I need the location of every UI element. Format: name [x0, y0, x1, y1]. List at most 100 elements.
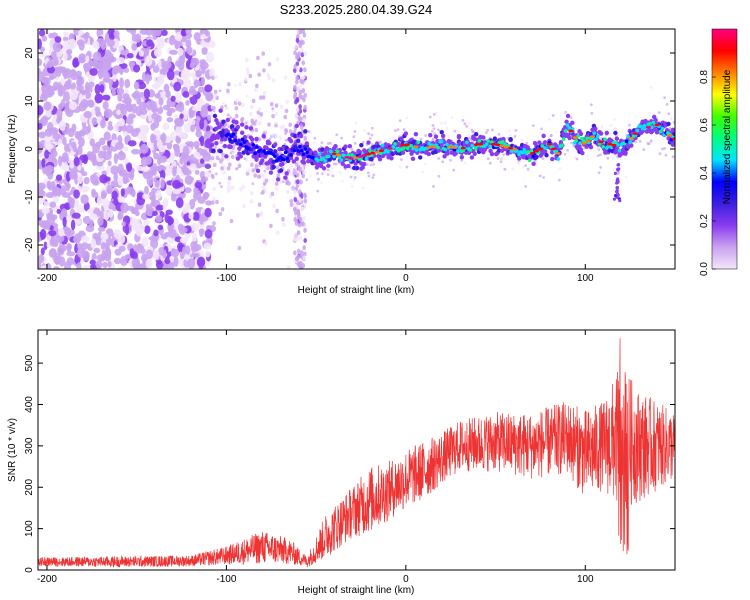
heatmap-cell — [251, 168, 255, 173]
heatmap-cell — [421, 170, 425, 174]
heatmap-cell — [293, 64, 298, 70]
heatmap-cell — [241, 102, 245, 108]
heatmap-cell — [190, 124, 196, 133]
heatmap-cell — [254, 127, 259, 133]
heatmap-cell — [320, 141, 324, 145]
heatmap-cell — [200, 76, 205, 86]
heatmap-cell — [307, 163, 311, 167]
heatmap-cell — [139, 91, 145, 99]
heatmap-cell — [131, 43, 138, 51]
heatmap-cell — [612, 197, 617, 201]
heatmap-cell — [234, 113, 239, 119]
heatmap-cell — [41, 84, 50, 93]
heatmap-cell — [204, 84, 213, 93]
heatmap-cell — [204, 163, 212, 169]
heatmap-cell — [457, 146, 462, 150]
heatmap-cell — [320, 181, 324, 185]
heatmap-cell — [596, 146, 600, 150]
heatmap-cell — [273, 142, 278, 147]
heatmap-cell — [263, 181, 267, 185]
heatmap-cell — [287, 181, 291, 186]
heatmap-cell — [414, 148, 419, 152]
heatmap-cell — [173, 256, 179, 268]
heatmap-cell — [151, 112, 159, 120]
heatmap-cell — [261, 134, 266, 139]
heatmap-cell — [557, 160, 561, 164]
heatmap-cell — [624, 139, 629, 144]
heatmap-cell — [175, 31, 183, 42]
heatmap-cell — [68, 38, 77, 50]
heatmap-cell — [279, 125, 284, 130]
heatmap-cell — [162, 60, 172, 69]
heatmap-cell — [283, 114, 288, 120]
heatmap-cell — [155, 165, 164, 172]
heatmap-cell — [432, 185, 435, 188]
heatmap-cell — [184, 175, 193, 185]
heatmap-cell — [78, 94, 85, 101]
heatmap-cell — [440, 121, 443, 125]
heatmap-cell — [508, 146, 514, 150]
heatmap-cell — [156, 36, 162, 48]
heatmap-cell — [66, 49, 73, 55]
heatmap-cell — [80, 242, 89, 250]
heatmap-cell — [101, 94, 111, 101]
heatmap-cell — [250, 137, 255, 142]
heatmap-cell — [204, 229, 213, 239]
heatmap-cell — [206, 94, 213, 101]
heatmap-cell — [148, 111, 153, 123]
heatmap-cell — [45, 165, 55, 174]
heatmap-cell — [499, 144, 505, 148]
heatmap-cell — [379, 140, 382, 144]
heatmap-cell — [38, 38, 42, 50]
heatmap-cell — [48, 32, 54, 39]
heatmap-cell — [317, 177, 320, 181]
heatmap-cell — [449, 158, 453, 162]
heatmap-cell — [125, 224, 130, 236]
heatmap-cell — [289, 198, 294, 204]
heatmap-cell — [299, 167, 303, 170]
heatmap-cell — [447, 145, 453, 148]
heatmap-cell — [66, 243, 73, 251]
heatmap-cell — [389, 156, 394, 161]
heatmap-cell — [291, 159, 297, 164]
heatmap-cell — [296, 65, 300, 71]
heatmap-cell — [651, 114, 657, 120]
heatmap-cell — [212, 162, 217, 168]
heatmap-cell — [378, 151, 383, 156]
heatmap-cell — [229, 218, 234, 224]
heatmap-cell — [53, 266, 60, 269]
heatmap-cell — [574, 138, 579, 143]
heatmap-cell — [667, 112, 671, 116]
heatmap-cell — [303, 198, 308, 204]
heatmap-cell — [118, 63, 128, 69]
heatmap-cell — [267, 140, 272, 146]
heatmap-cell — [205, 130, 213, 137]
heatmap-cell — [205, 200, 213, 206]
heatmap-cell — [540, 127, 543, 131]
heatmap-cell — [43, 241, 48, 251]
heatmap-cell — [50, 181, 56, 190]
heatmap-cell — [326, 173, 330, 176]
heatmap-cell — [615, 192, 620, 196]
heatmap-cell — [101, 170, 108, 176]
heatmap-cell — [303, 67, 307, 73]
heatmap-cell — [663, 147, 666, 150]
heatmap-cell — [296, 248, 301, 254]
heatmap-cell — [338, 171, 342, 174]
heatmap-cell — [413, 145, 419, 149]
heatmap-cell — [158, 155, 168, 163]
heatmap-cell — [585, 139, 591, 143]
heatmap-cell — [68, 101, 78, 111]
heatmap-cell — [118, 265, 127, 269]
heatmap-cell — [240, 137, 245, 142]
heatmap-cell — [146, 170, 154, 178]
heatmap-cell — [294, 146, 299, 151]
heatmap-cell — [281, 217, 285, 222]
heatmap-cell — [194, 169, 200, 175]
heatmap-cell — [538, 147, 544, 151]
heatmap-cell — [103, 151, 112, 161]
heatmap-cell — [352, 135, 356, 139]
heatmap-cell — [238, 142, 243, 147]
heatmap-cell — [666, 121, 671, 127]
heatmap-cell — [312, 141, 316, 145]
